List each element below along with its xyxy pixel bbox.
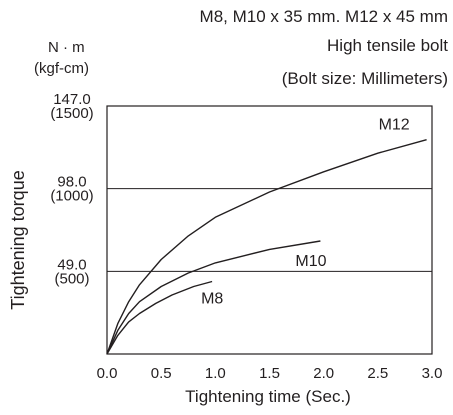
- x-tick-label: 1.5: [259, 365, 280, 382]
- chart-title: M8, M10 x 35 mm. M12 x 45 mm: [199, 7, 448, 26]
- y-tick-sublabel: (1500): [50, 105, 93, 122]
- y-tick-label: 49.0: [57, 256, 86, 273]
- series-label-m10: M10: [295, 253, 326, 270]
- bolt-size-note: (Bolt size: Millimeters): [281, 69, 448, 88]
- series-line-m8: [106, 280, 213, 355]
- x-axis-label: Tightening time (Sec.): [185, 387, 351, 406]
- series-line-m12: [106, 139, 427, 355]
- y-tick-sublabel: (500): [54, 270, 89, 287]
- x-tick-label: 3.0: [422, 365, 443, 382]
- x-tick-label: 0.0: [97, 365, 118, 382]
- y-unit-secondary: (kgf-cm): [34, 60, 89, 77]
- x-tick-label: 2.5: [367, 365, 388, 382]
- chart-subtitle: High tensile bolt: [327, 36, 448, 55]
- series-line-m10: [106, 240, 321, 355]
- x-tick-label: 2.0: [313, 365, 334, 382]
- plot-frame: [106, 105, 433, 355]
- y-tick-label: 98.0: [57, 174, 86, 191]
- y-tick-label: 147.0: [53, 91, 91, 108]
- y-tick-sublabel: (1000): [50, 188, 93, 205]
- series-label-m8: M8: [201, 290, 223, 307]
- x-tick-label: 1.0: [205, 365, 226, 382]
- series-label-m12: M12: [379, 117, 410, 134]
- x-tick-label: 0.5: [151, 365, 172, 382]
- y-unit-primary: N · m: [48, 39, 85, 56]
